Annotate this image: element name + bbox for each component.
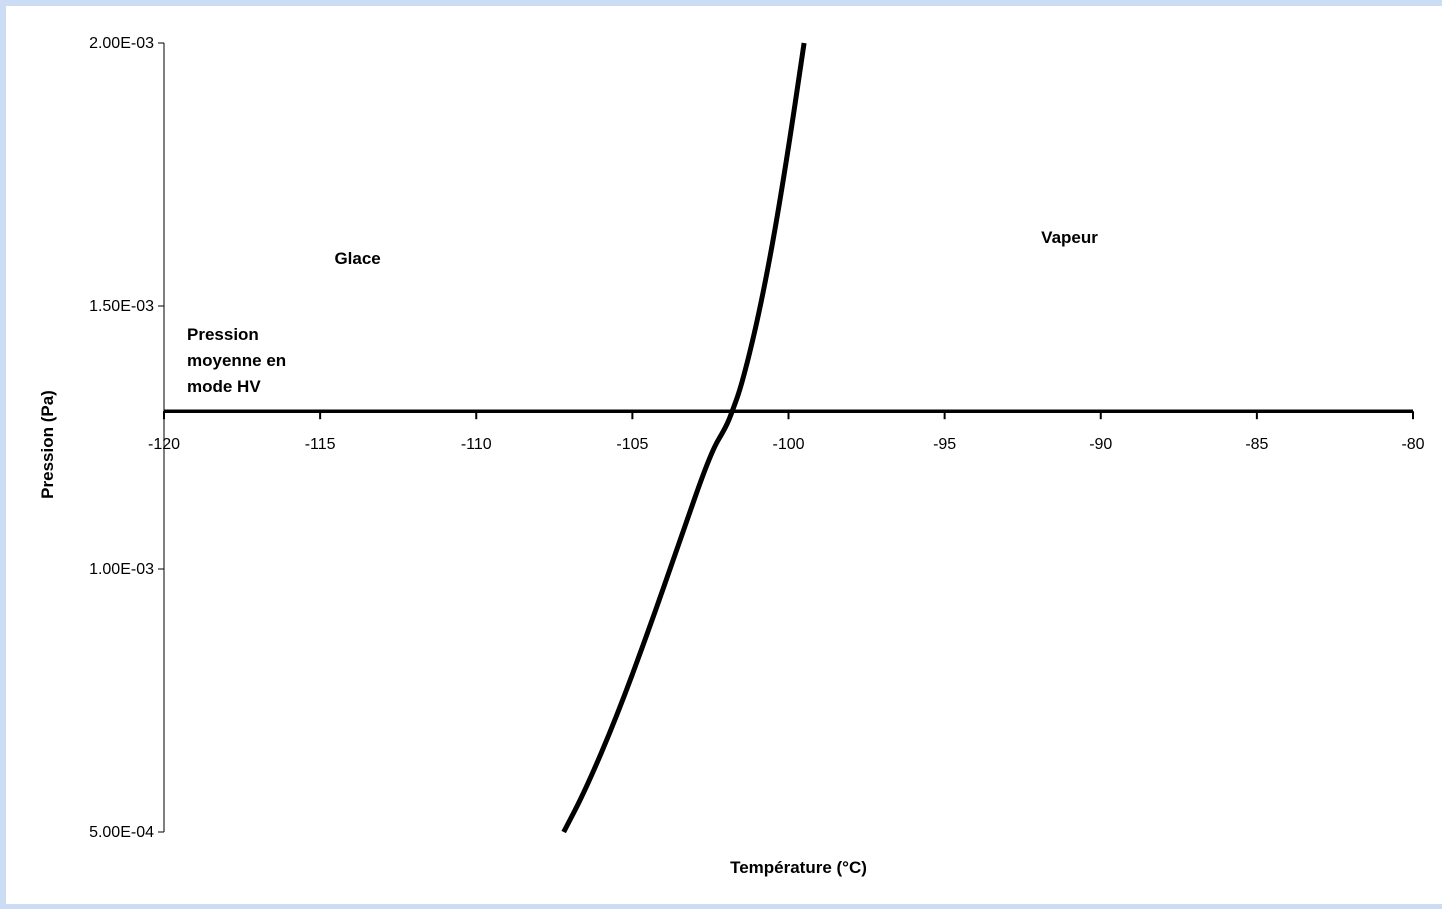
x-tick-label: -120 [148, 436, 180, 453]
x-tick-label: -95 [933, 436, 956, 453]
x-tick-label: -115 [305, 436, 336, 453]
chart-container: 5.00E-04 1.00E-03 1.50E-03 2.00E-03 -120 -11… [6, 6, 1442, 904]
series [561, 42, 807, 834]
region-label: Glace [334, 249, 380, 268]
y-tick-label: 1.00E-03 [89, 561, 154, 578]
reference-line-group: Pression moyenne en mode HV [164, 325, 1413, 413]
x-tick-label: -110 [461, 436, 492, 453]
x-tick-label: -90 [1089, 436, 1112, 453]
reference-line-label: moyenne en [187, 351, 286, 370]
reference-line-label: mode HV [187, 377, 261, 396]
sublimation-curve [561, 42, 807, 834]
x-tick-label: -105 [616, 436, 648, 453]
reference-line-label: Pression [187, 325, 259, 344]
x-axis-title: Température (°C) [730, 858, 867, 877]
x-tick-label: -100 [772, 436, 804, 453]
y-tick-label: 1.50E-03 [89, 298, 154, 315]
y-tick-label: 5.00E-04 [89, 824, 154, 841]
phase-diagram-chart: 5.00E-04 1.00E-03 1.50E-03 2.00E-03 -120 -11… [38, 35, 1425, 877]
x-ticks: -120 -115 -110 -105 -100 -95 -90 -85 -80 [148, 411, 1425, 453]
region-label: Vapeur [1041, 228, 1098, 247]
y-ticks: 5.00E-04 1.00E-03 1.50E-03 2.00E-03 [89, 35, 164, 841]
annotations: Glace Vapeur [334, 228, 1098, 268]
y-tick-label: 2.00E-03 [89, 35, 154, 52]
y-axis-title: Pression (Pa) [38, 390, 57, 499]
x-tick-label: -80 [1401, 436, 1424, 453]
x-tick-label: -85 [1245, 436, 1268, 453]
